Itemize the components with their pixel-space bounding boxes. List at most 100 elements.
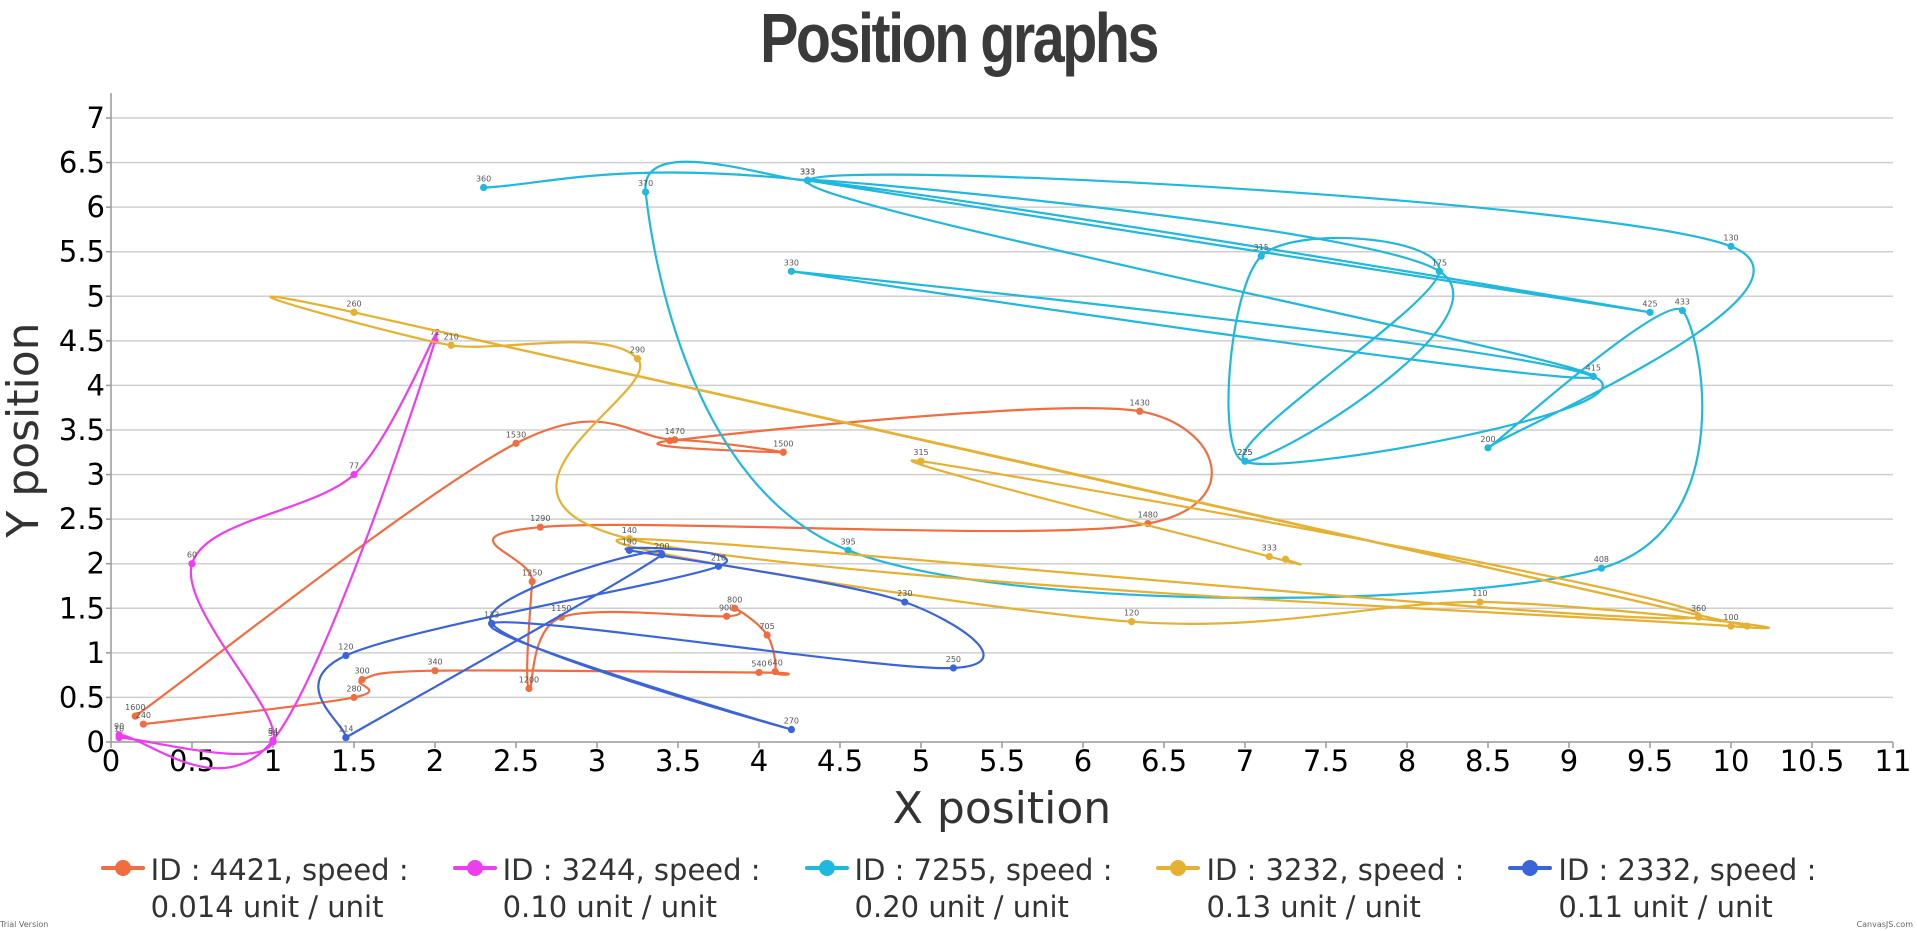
data-label: 34 [268,729,278,738]
data-point [844,546,852,554]
data-label: 175 [1432,258,1447,267]
x-tick-label: 6 [1074,744,1092,778]
x-tick-label: 9 [1560,744,1578,778]
data-label: 315 [913,448,928,457]
series-line [317,546,985,739]
x-tick-label: 3 [588,744,606,778]
data-point [731,604,739,612]
data-point [342,651,350,660]
data-label: 200 [654,542,669,551]
legend-label: ID : 2332, speed :0.11 unit / unit [1558,852,1816,926]
y-tick-label: 0 [87,725,105,759]
y-tick-label: 3.5 [59,413,105,447]
data-point [723,612,731,620]
data-point [358,676,366,684]
data-label: 84 [268,727,278,736]
legend-marker [804,852,849,882]
data-point [633,355,642,363]
legend-item[interactable]: ID : 7255, speed :0.20 unit / unit [804,852,1113,926]
data-point [447,341,455,349]
data-point [949,664,958,672]
data-label: 1200 [519,676,539,685]
data-point [1241,457,1249,465]
data-label: 200 [1480,435,1495,444]
data-label: 315 [1254,243,1269,252]
data-point [1695,613,1703,621]
data-label: 100 [1723,613,1738,622]
legend-item[interactable]: ID : 3244, speed :0.10 unit / unit [452,852,761,926]
data-label: 1430 [1130,398,1150,407]
data-point [755,668,763,677]
x-tick-label: 2.5 [493,744,539,778]
legend-label-line: ID : 7255, speed : [854,853,1113,887]
data-label: 333 [800,167,815,176]
data-point [1281,555,1290,563]
y-tick-label: 6.5 [59,146,105,180]
x-tick-label: 8.5 [1465,744,1511,778]
chart-title: Position graphs [760,0,1159,77]
series-line [118,331,439,770]
data-point [1597,564,1605,572]
data-label: 333 [800,167,815,176]
data-point [779,448,787,456]
data-point [658,551,666,559]
x-tick-label: 7.5 [1303,744,1349,778]
data-point [1589,372,1597,381]
x-tick-label: 7 [1236,744,1254,778]
data-label: 800 [727,595,742,604]
series-2: 3603334253331752253152254153303331302004… [476,160,1755,599]
data-label: 240 [136,711,151,720]
data-label: 72 [430,328,440,337]
data-point [431,667,439,675]
x-tick-label: 1.5 [331,744,377,778]
data-label: 140 [622,526,637,535]
data-point [488,619,496,628]
canvasjs-credit[interactable]: CanvasJS.com [1856,920,1913,929]
legend-label-line: ID : 3232, speed : [1206,853,1465,887]
data-point [666,437,674,445]
legend-label-line: 0.11 unit / unit [1558,890,1773,924]
data-point [350,693,358,702]
data-label: 1530 [506,430,526,439]
data-label: 190 [622,537,637,546]
y-tick-label: 5.5 [59,235,105,269]
y-tick-label: 1.5 [59,591,105,625]
x-tick-label: 8 [1398,744,1416,778]
data-label: 130 [1723,233,1738,242]
data-label: 330 [784,258,799,267]
legend-label-line: ID : 3244, speed : [502,853,761,887]
data-point [480,183,488,192]
data-label: 210 [444,332,459,341]
series-0: 1600 1530 1470 1500 1430 1480 1290 1250 1200 1150… [125,398,1213,728]
data-label: 210 [711,553,726,562]
data-label: 1470 [665,427,685,436]
data-point [350,308,358,316]
data-label: 1150 [551,604,571,613]
legend-marker [1156,852,1201,882]
y-tick-label: 1 [87,636,105,670]
data-label: 110 [1472,589,1487,598]
data-label: 333 [800,167,815,176]
data-label: 705 [759,622,774,631]
data-point [763,631,771,639]
data-point [269,736,277,744]
data-point [342,733,350,742]
x-tick-label: 0 [102,744,120,778]
y-tick-label: 2 [87,547,105,581]
data-point [625,546,634,554]
data-label: 425 [1642,299,1657,308]
legend-item[interactable]: ID : 3232, speed :0.13 unit / unit [1156,852,1464,926]
data-label: 77 [349,462,359,471]
data-point [350,470,358,479]
legend-item[interactable]: ID : 4421, speed :0.014 unit / unit [100,852,409,926]
series-line [482,160,1755,599]
data-label: 640 [768,659,783,668]
data-label: 270 [784,717,799,726]
legend-item[interactable]: ID : 2332, speed :0.11 unit / unit [1508,852,1816,926]
data-point [625,535,634,543]
data-label: 120 [338,643,353,652]
legend-label: ID : 4421, speed :0.014 unit / unit [151,852,409,926]
data-point [115,731,123,739]
data-label: 408 [1594,555,1609,564]
x-tick-label: 11 [1875,744,1912,778]
